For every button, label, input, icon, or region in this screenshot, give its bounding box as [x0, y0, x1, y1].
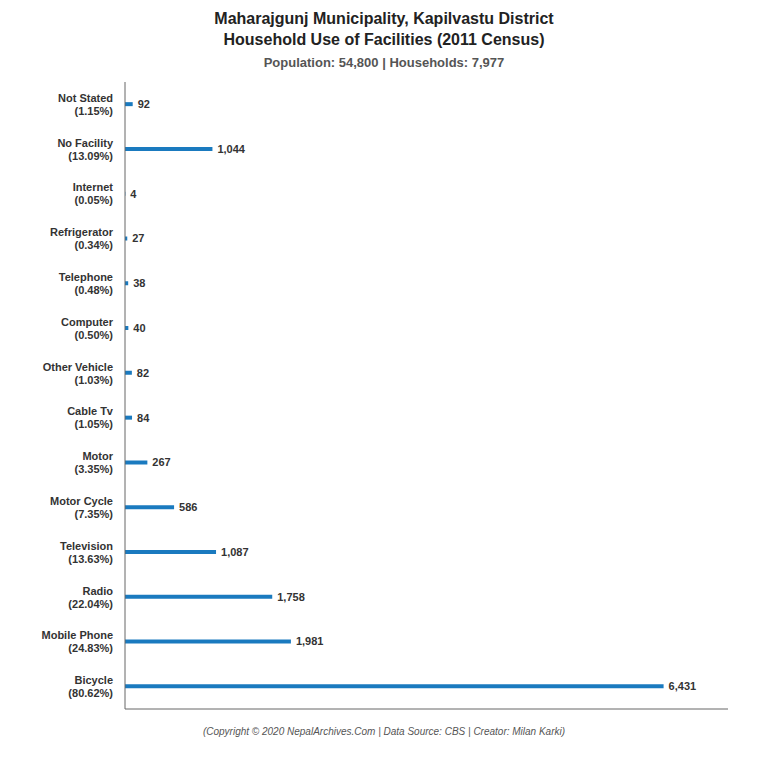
- svg-text:Telephone(0.48%): Telephone(0.48%): [59, 271, 114, 296]
- svg-text:40: 40: [133, 322, 145, 334]
- svg-text:92: 92: [138, 98, 150, 110]
- svg-text:Motor(3.35%): Motor(3.35%): [74, 450, 113, 475]
- svg-text:4: 4: [130, 188, 137, 200]
- svg-text:Not Stated(1.15%): Not Stated(1.15%): [58, 92, 113, 117]
- svg-text:Radio(22.04%): Radio(22.04%): [68, 585, 113, 610]
- svg-text:1,981: 1,981: [296, 635, 324, 647]
- svg-text:Cable Tv(1.05%): Cable Tv(1.05%): [67, 405, 114, 430]
- svg-text:Bicycle(80.62%): Bicycle(80.62%): [68, 674, 113, 699]
- svg-text:Internet(0.05%): Internet(0.05%): [73, 181, 114, 206]
- svg-text:Other Vehicle(1.03%): Other Vehicle(1.03%): [43, 361, 114, 386]
- svg-text:38: 38: [133, 277, 145, 289]
- svg-text:586: 586: [179, 501, 197, 513]
- svg-text:82: 82: [137, 367, 149, 379]
- svg-text:6,431: 6,431: [669, 680, 697, 692]
- svg-text:84: 84: [137, 412, 150, 424]
- svg-text:Mobile Phone(24.83%): Mobile Phone(24.83%): [42, 629, 114, 654]
- svg-text:Refrigerator(0.34%): Refrigerator(0.34%): [50, 226, 114, 251]
- svg-text:267: 267: [152, 456, 170, 468]
- html-text:Household Use of Facilities (2: Household Use of Facilities (2011 Census…: [223, 31, 545, 48]
- svg-text:No Facility(13.09%): No Facility(13.09%): [57, 137, 114, 162]
- html-text:Population: 54,800 | Household: Population: 54,800 | Households: 7,977: [263, 55, 505, 70]
- svg-text:Television(13.63%): Television(13.63%): [60, 540, 113, 565]
- svg-text:1,758: 1,758: [277, 591, 305, 603]
- html-text:(Copyright © 2020 NepalArchive: (Copyright © 2020 NepalArchives.Com | Da…: [202, 726, 566, 737]
- svg-text:27: 27: [132, 232, 144, 244]
- html-text:Maharajgunj Municipality, Kapi: Maharajgunj Municipality, Kapilvastu Dis…: [214, 10, 554, 27]
- svg-text:Motor Cycle(7.35%): Motor Cycle(7.35%): [50, 495, 113, 520]
- svg-text:1,044: 1,044: [217, 143, 245, 155]
- svg-text:Computer(0.50%): Computer(0.50%): [61, 316, 114, 341]
- svg-text:1,087: 1,087: [221, 546, 249, 558]
